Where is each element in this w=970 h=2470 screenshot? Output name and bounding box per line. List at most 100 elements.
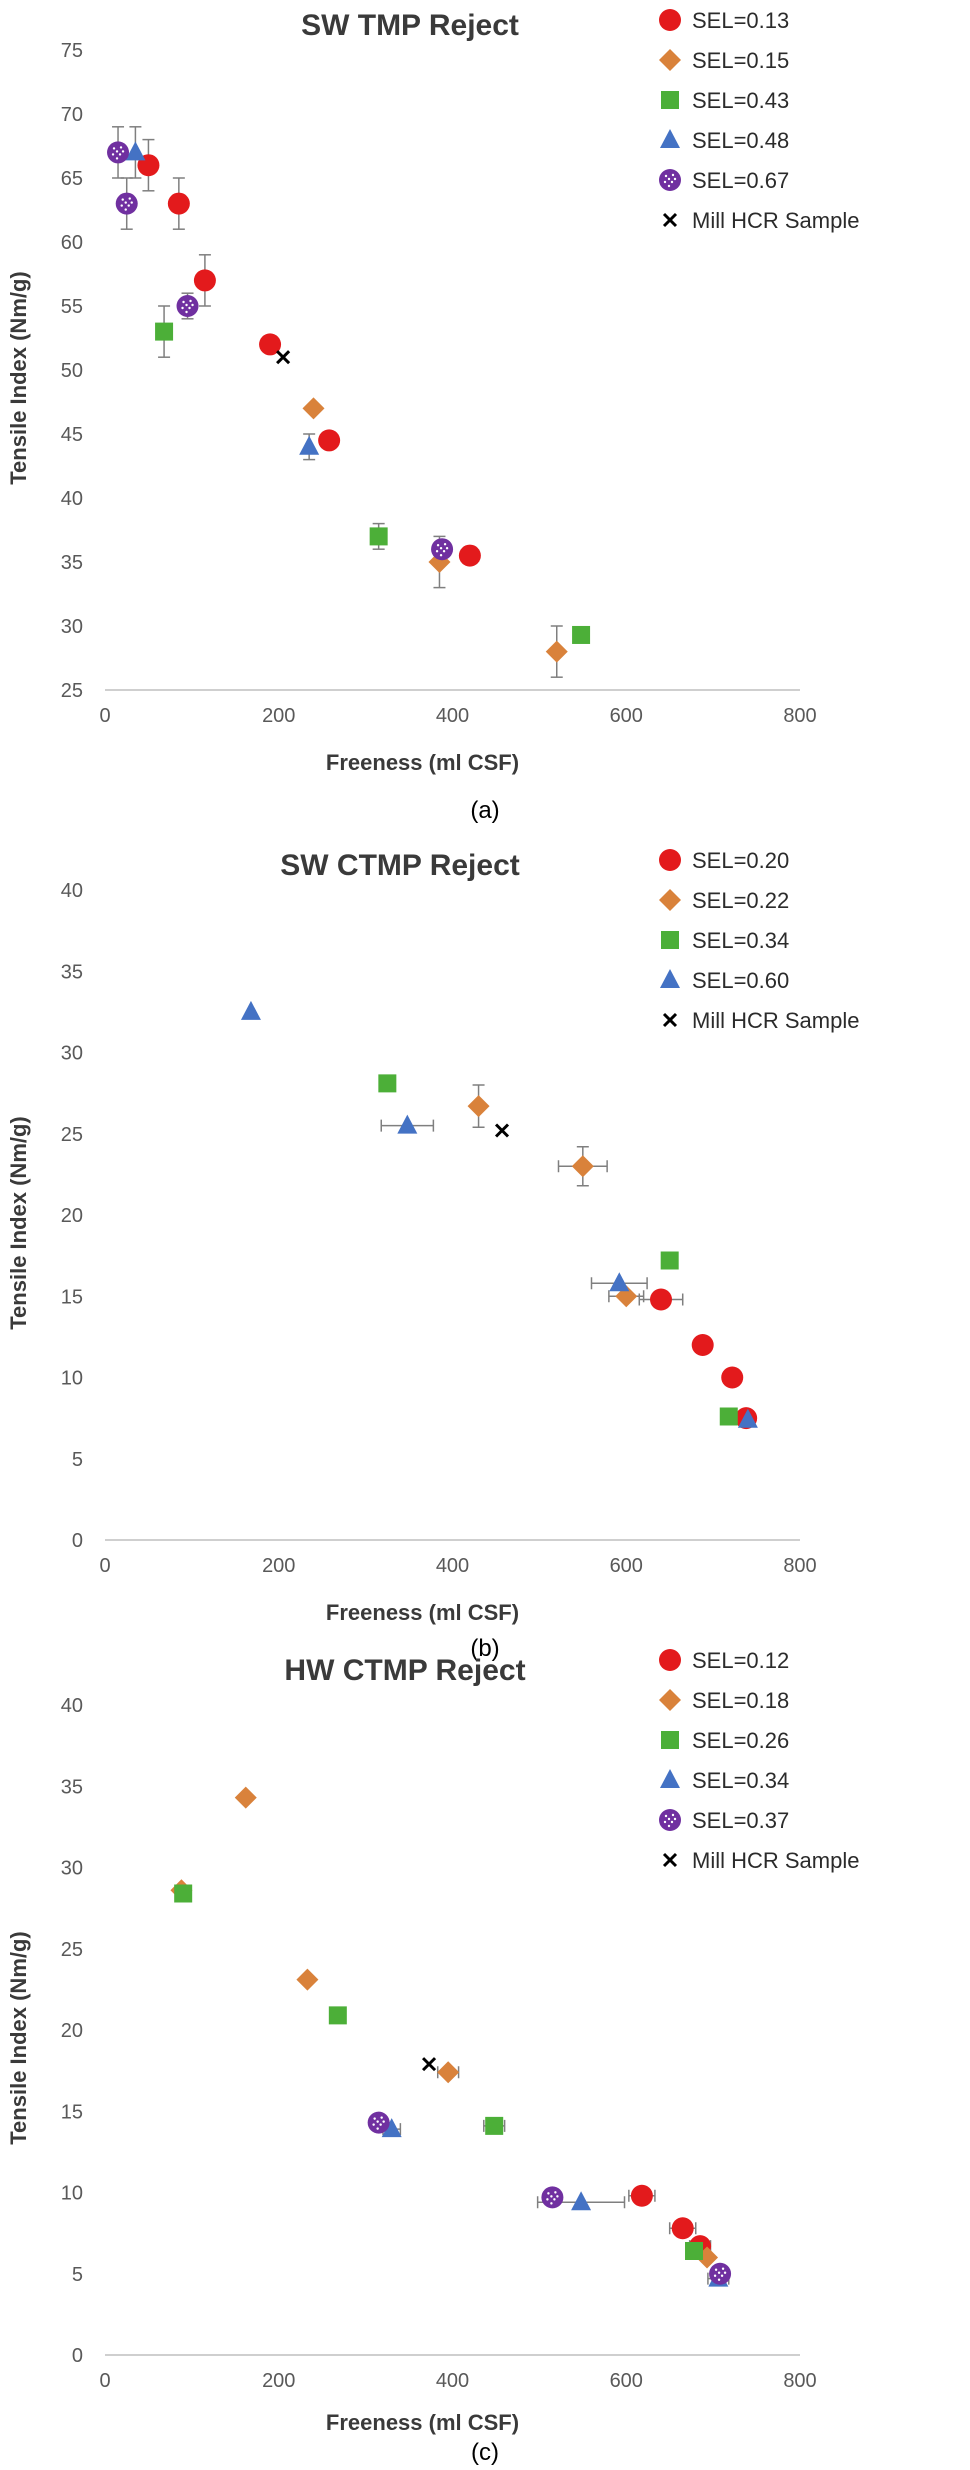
chart-panel-c: HW CTMP Reject 0 200 400 600 800 0 5 10 15 20 25 30 3… xyxy=(0,1630,970,2470)
series-sel-0-37 xyxy=(367,2111,732,2285)
y-axis-title: Tensile Index (Nm/g) xyxy=(6,271,31,485)
legend-item-sel-0-34: SEL=0.34 xyxy=(661,928,789,953)
legend-item-sel-0-43: SEL=0.43 xyxy=(661,88,789,113)
series-sel-0-43 xyxy=(155,322,591,644)
chart-title: SW CTMP Reject xyxy=(280,849,520,882)
data-point xyxy=(571,2191,592,2211)
legend-item-sel-0-67: SEL=0.67 xyxy=(659,168,789,193)
data-point xyxy=(381,2118,402,2138)
data-point xyxy=(155,322,174,341)
data-point xyxy=(302,397,325,420)
legend-label: SEL=0.26 xyxy=(692,1728,789,1753)
legend-item-sel-0-15: SEL=0.15 xyxy=(659,48,789,73)
data-point xyxy=(299,435,320,455)
x-tick-label: 600 xyxy=(610,705,643,727)
legend: SEL=0.13 SEL=0.15 SEL=0.43 SEL=0.48 SEL=0.67… xyxy=(659,8,859,233)
legend-label: SEL=0.60 xyxy=(692,968,789,993)
y-tick-label: 0 xyxy=(72,2345,83,2367)
chart-title: HW CTMP Reject xyxy=(284,1654,525,1687)
legend-item-mill-hcr-sample: Mill HCR Sample xyxy=(662,1008,859,1033)
x-tick-label: 0 xyxy=(99,705,110,727)
data-point xyxy=(485,2116,504,2135)
legend-label: SEL=0.37 xyxy=(692,1808,789,1833)
legend-marker xyxy=(660,969,680,988)
legend-marker xyxy=(659,1689,681,1711)
data-point xyxy=(685,2242,704,2260)
legend-label: Mill HCR Sample xyxy=(692,1848,859,1873)
legend-marker xyxy=(659,849,681,871)
legend-label: SEL=0.18 xyxy=(692,1688,789,1713)
y-tick-label: 0 xyxy=(72,1530,83,1552)
legend-marker xyxy=(660,129,680,148)
data-point xyxy=(318,429,341,452)
series-sel-0-13 xyxy=(137,154,481,567)
legend-marker xyxy=(661,91,679,109)
legend-item-sel-0-26: SEL=0.26 xyxy=(661,1728,789,1753)
data-point xyxy=(367,2111,390,2134)
legend-label: SEL=0.43 xyxy=(692,88,789,113)
legend: SEL=0.12 SEL=0.18 SEL=0.26 SEL=0.34 SEL=0.37… xyxy=(659,1648,859,1873)
y-tick-label: 15 xyxy=(61,1286,83,1308)
y-tick-label: 25 xyxy=(61,680,83,702)
data-point xyxy=(125,141,146,161)
y-tick-label: 35 xyxy=(61,961,83,983)
x-tick-label: 0 xyxy=(99,2370,110,2392)
series-sel-0-20 xyxy=(650,1288,758,1430)
x-tick-label: 200 xyxy=(262,1555,295,1577)
legend-label: SEL=0.13 xyxy=(692,8,789,33)
y-tick-label: 15 xyxy=(61,2101,83,2123)
data-point xyxy=(176,295,199,317)
legend-label: SEL=0.15 xyxy=(692,48,789,73)
series-sel-0-22 xyxy=(467,1095,638,1308)
legend-marker xyxy=(661,931,679,949)
legend-label: SEL=0.22 xyxy=(692,888,789,913)
y-tick-label: 70 xyxy=(61,104,83,126)
data-point xyxy=(431,538,454,561)
legend-label: SEL=0.48 xyxy=(692,128,789,153)
legend-item-sel-0-20: SEL=0.20 xyxy=(659,848,789,873)
data-point xyxy=(671,2217,694,2240)
x-axis-title: Freeness (ml CSF) xyxy=(326,2410,519,2435)
data-point xyxy=(397,1114,418,1134)
series-sel-0-15 xyxy=(302,397,568,663)
data-point xyxy=(378,1074,397,1093)
legend-label: SEL=0.20 xyxy=(692,848,789,873)
legend-label: SEL=0.34 xyxy=(692,928,789,953)
series-sel-0-26 xyxy=(174,1884,704,2260)
legend-item-mill-hcr-sample: Mill HCR Sample xyxy=(662,1848,859,1873)
scatter-chart-c: HW CTMP Reject 0 200 400 600 800 0 5 10 15 20 25 30 3… xyxy=(6,1648,859,2466)
x-tick-label: 800 xyxy=(783,705,816,727)
data-point xyxy=(709,2262,732,2285)
chart-panel-b: SW CTMP Reject 0 200 400 600 800 0 5 10 15 20 25 30 3… xyxy=(0,830,970,1662)
legend-label: Mill HCR Sample xyxy=(692,1008,859,1033)
legend-item-sel-0-48: SEL=0.48 xyxy=(660,128,789,153)
y-tick-label: 35 xyxy=(61,1776,83,1798)
figure-caption: (b) xyxy=(470,1635,499,1662)
legend-marker xyxy=(659,889,681,911)
y-tick-label: 75 xyxy=(61,40,83,62)
x-axis-title: Freeness (ml CSF) xyxy=(326,750,519,775)
legend-item-mill-hcr-sample: Mill HCR Sample xyxy=(662,208,859,233)
data-point xyxy=(234,1786,257,1809)
data-point xyxy=(719,1407,738,1426)
data-point xyxy=(259,333,282,356)
legend-label: SEL=0.12 xyxy=(692,1648,789,1673)
x-tick-label: 600 xyxy=(610,2370,643,2392)
y-tick-label: 40 xyxy=(61,1695,83,1717)
data-point xyxy=(571,1155,594,1178)
legend-marker xyxy=(662,212,678,228)
legend-marker xyxy=(659,9,681,31)
y-tick-label: 40 xyxy=(61,488,83,510)
legend-item-sel-0-34: SEL=0.34 xyxy=(660,1768,789,1793)
data-point xyxy=(193,269,216,292)
error-bars xyxy=(382,2066,730,2285)
y-tick-label: 10 xyxy=(61,1368,83,1390)
x-tick-label: 400 xyxy=(436,2370,469,2392)
data-point xyxy=(721,1366,744,1389)
scatter-chart-b: SW CTMP Reject 0 200 400 600 800 0 5 10 15 20 25 30 3… xyxy=(6,848,859,1662)
legend-item-sel-0-13: SEL=0.13 xyxy=(659,8,789,33)
data-point xyxy=(541,2186,564,2209)
series-sel-0-34 xyxy=(378,1074,738,1426)
x-axis-title: Freeness (ml CSF) xyxy=(326,1600,519,1625)
y-tick-label: 20 xyxy=(61,2020,83,2042)
